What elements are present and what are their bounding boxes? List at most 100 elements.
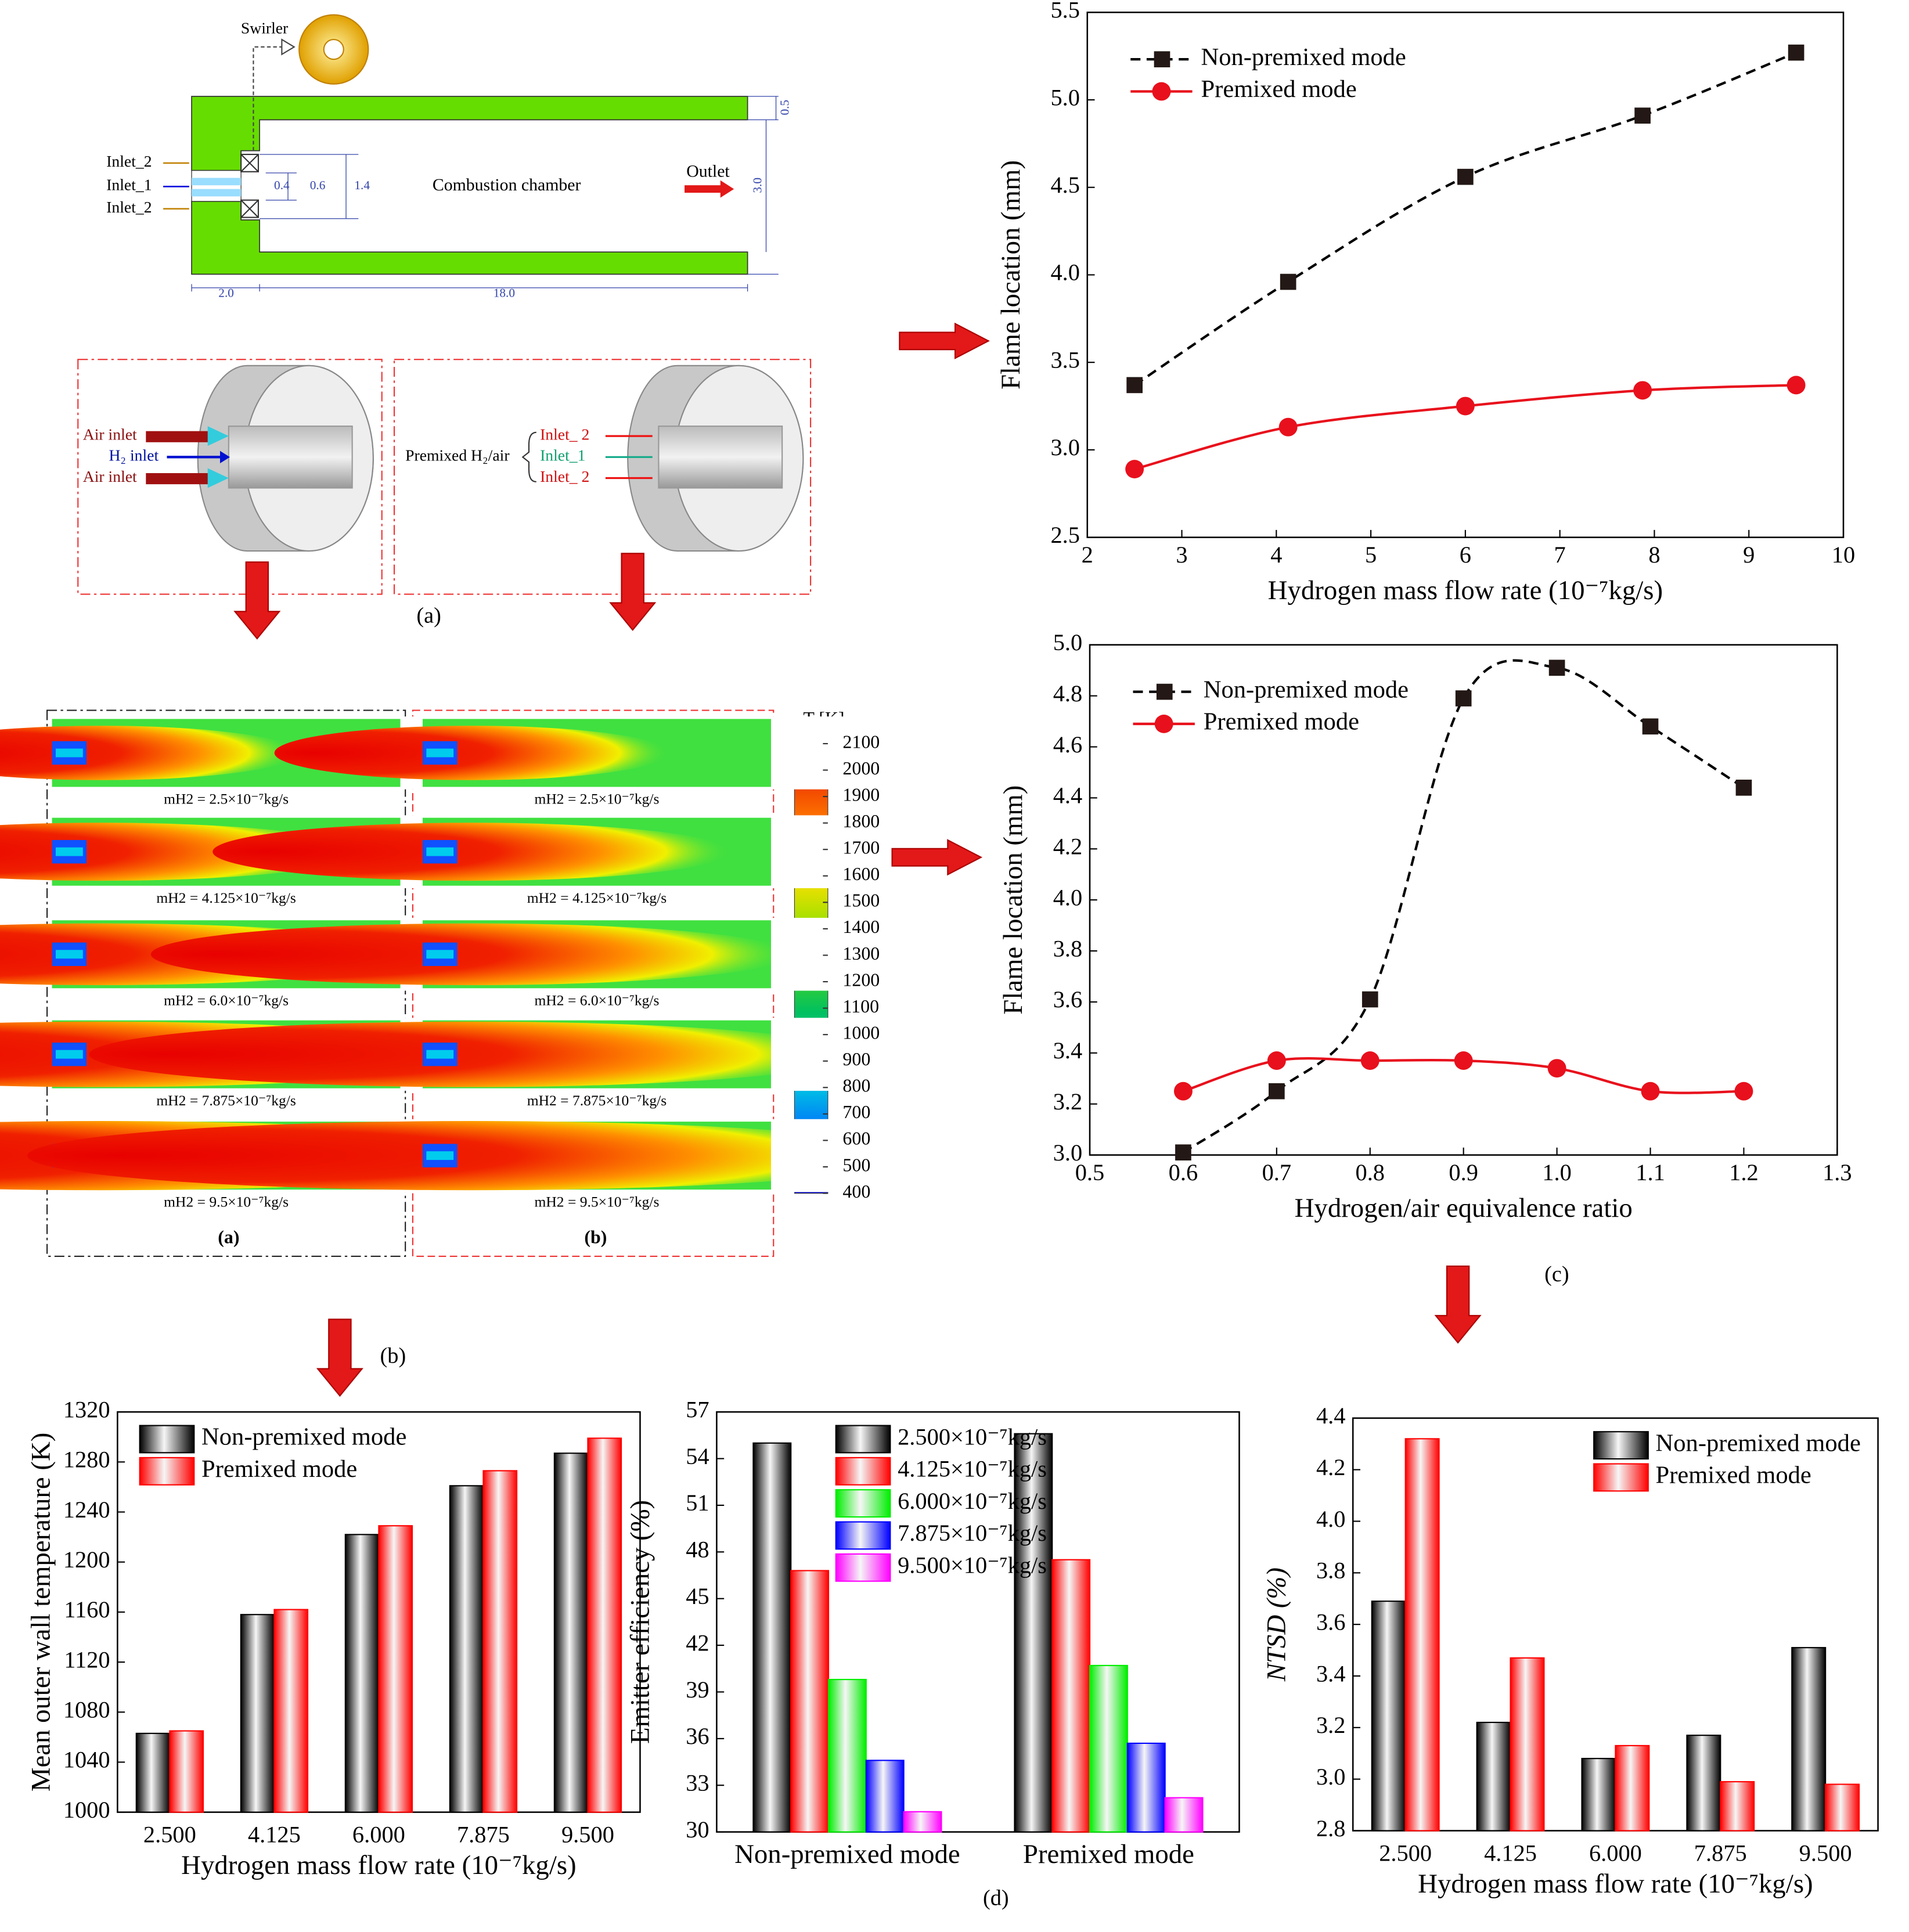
- legend-label: Premixed mode: [201, 1455, 357, 1483]
- bar: [1581, 1758, 1616, 1832]
- legend-swatch: [139, 1425, 195, 1454]
- bar: [903, 1811, 942, 1833]
- y-tick-label: 2.5: [1050, 522, 1080, 548]
- y-tick-label: 3.0: [1316, 1764, 1346, 1790]
- bar: [240, 1614, 275, 1813]
- colorbar-tick-label: 1700: [842, 838, 880, 858]
- legend-marker: [1154, 714, 1173, 733]
- y-tick-label: 39: [686, 1677, 709, 1703]
- figure-label: (c): [1544, 1262, 1569, 1286]
- series-line: [1182, 659, 1745, 1154]
- legend-label: Non-premixed mode: [1204, 676, 1409, 703]
- legend-label: Premixed mode: [1201, 75, 1357, 103]
- colorbar-tick-label: 900: [842, 1049, 870, 1069]
- marker: [1278, 417, 1298, 437]
- x-tick-label: 7.875: [457, 1821, 510, 1847]
- y-axis-label: Flame location (mm): [996, 160, 1026, 390]
- x-tick-label: 6.000: [352, 1821, 405, 1847]
- y-tick-label: 1000: [63, 1797, 110, 1823]
- bar: [482, 1470, 518, 1813]
- y-tick-label: 1240: [63, 1497, 110, 1523]
- marker: [1269, 1083, 1285, 1100]
- contour-flame: [27, 1121, 917, 1191]
- x-tick-label: 2.500: [143, 1821, 196, 1847]
- marker: [1642, 718, 1659, 735]
- y-tick-label: 51: [686, 1490, 709, 1516]
- marker: [1361, 991, 1378, 1008]
- inlet-label: Air inlet: [83, 425, 137, 443]
- y-tick-label: 4.4: [1316, 1403, 1346, 1429]
- contour-caption: mH2 = 2.5×10⁻⁷kg/s: [535, 791, 660, 808]
- colorbar-tick-label: 1200: [842, 969, 880, 990]
- y-tick-label: 3.5: [1050, 347, 1080, 373]
- y-tick-label: 4.8: [1053, 680, 1083, 707]
- colorbar-tick-label: 1900: [842, 784, 880, 805]
- x-tick-label: 6: [1460, 542, 1471, 568]
- chart: 2.5 3.0 3.5 4.0 4.5 5.0 5.5 Flame location (mm)…: [996, 0, 1855, 605]
- bar: [378, 1525, 413, 1813]
- bar: [1126, 1742, 1166, 1833]
- colorbar-tick-label: 1600: [842, 864, 880, 884]
- colorbar-tick-label: 700: [842, 1102, 870, 1122]
- bar: [865, 1760, 905, 1833]
- x-tick-label: 0.5: [1075, 1159, 1105, 1185]
- inlet-label: Inlet_ 2: [540, 467, 589, 485]
- bar: [449, 1485, 484, 1813]
- y-tick-label: 1080: [63, 1697, 110, 1723]
- y-tick-label: 5.0: [1050, 84, 1080, 110]
- y-tick-label: 3.0: [1050, 434, 1080, 460]
- y-tick-label: 4.2: [1316, 1454, 1346, 1480]
- x-tick-label: 9.500: [1799, 1840, 1852, 1866]
- chart: 30 33 36 39 42 45 48 51 54 57 Emitter efficiency (…: [625, 1396, 1240, 1869]
- legend-label: Premixed mode: [1656, 1462, 1811, 1489]
- dimension: 0.5: [777, 100, 791, 116]
- y-tick-label: 4.0: [1053, 884, 1083, 910]
- y-tick-label: 4.4: [1053, 783, 1083, 809]
- contour-inlet: [55, 950, 83, 959]
- legend-swatch: [835, 1521, 891, 1550]
- y-tick-label: 4.5: [1050, 172, 1080, 198]
- x-tick-label: 4.125: [248, 1821, 301, 1847]
- marker: [1786, 376, 1806, 395]
- inlet-label: H₂ inlet: [109, 446, 159, 464]
- marker: [1454, 1051, 1473, 1070]
- marker: [1175, 1144, 1191, 1161]
- contour-caption: mH2 = 6.0×10⁻⁷kg/s: [164, 992, 289, 1009]
- contour-caption: mH2 = 4.125×10⁻⁷kg/s: [156, 889, 296, 906]
- y-tick-label: 3.6: [1053, 986, 1083, 1012]
- y-tick-label: 5.5: [1050, 0, 1080, 23]
- panel-label: (a): [218, 1227, 239, 1248]
- contour-flame: [274, 726, 670, 780]
- contour-inlet: [426, 748, 454, 758]
- legend-swatch: [835, 1457, 891, 1486]
- premixed-label: Premixed H₂/air: [405, 446, 509, 464]
- bar: [1014, 1433, 1053, 1833]
- bar: [169, 1730, 204, 1813]
- figure-label: (b): [380, 1343, 406, 1368]
- legend-label: Premixed mode: [1204, 708, 1359, 736]
- contour-flame: [212, 823, 732, 881]
- y-tick-label: 42: [686, 1630, 709, 1656]
- x-tick-label: 1.2: [1729, 1159, 1759, 1185]
- marker: [1457, 168, 1474, 185]
- colorbar-tick-label: 1500: [842, 891, 880, 911]
- bar: [1476, 1721, 1511, 1832]
- marker: [1788, 44, 1804, 61]
- bar: [1164, 1797, 1204, 1833]
- figure-label: (d): [983, 1886, 1009, 1910]
- legend-swatch: [835, 1425, 891, 1454]
- x-tick-label: 2: [1082, 542, 1093, 568]
- bar: [273, 1609, 309, 1813]
- bar: [135, 1732, 171, 1813]
- marker: [1734, 1082, 1753, 1101]
- colorbar-tick-label: 1100: [842, 996, 879, 1017]
- colorbar-tick-label: 1400: [842, 917, 880, 937]
- bar: [1404, 1438, 1440, 1832]
- marker: [1456, 397, 1475, 416]
- marker: [1633, 381, 1652, 400]
- bar: [827, 1678, 867, 1833]
- y-tick-label: 1040: [63, 1747, 110, 1773]
- marker: [1360, 1051, 1379, 1070]
- contour-flame: [0, 726, 300, 780]
